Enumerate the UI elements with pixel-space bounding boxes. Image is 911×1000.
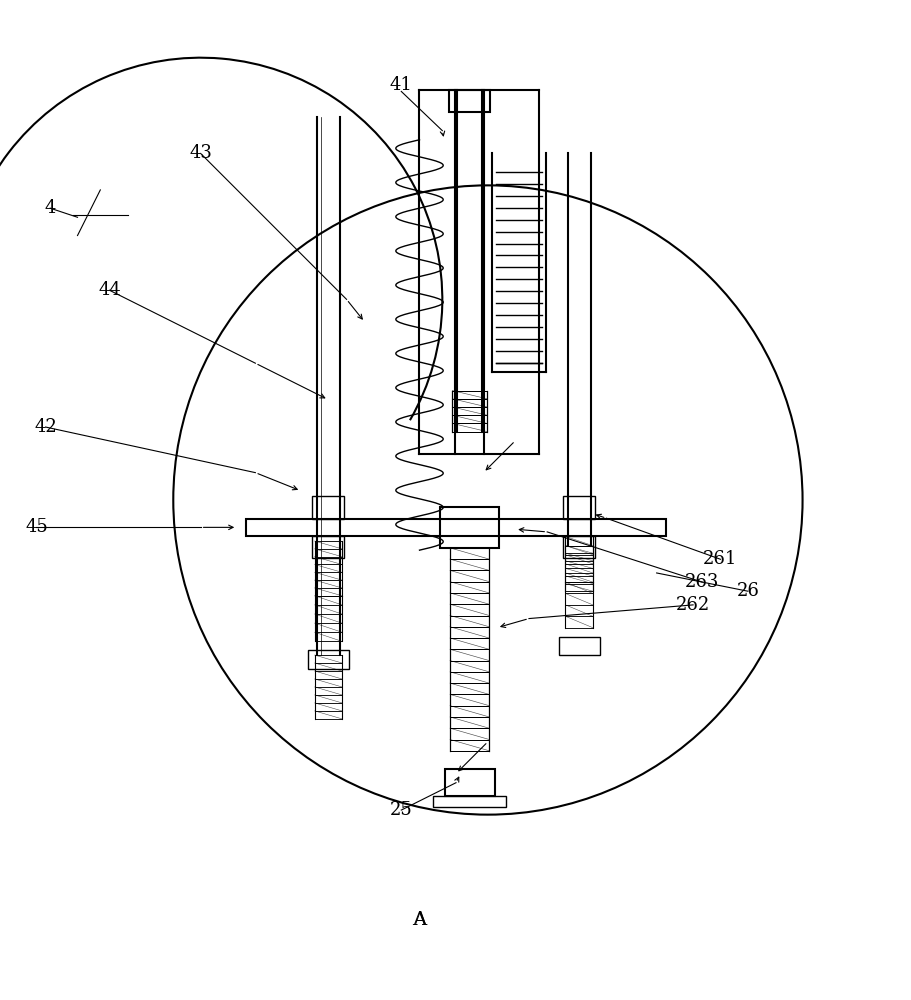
Text: 41: 41 (389, 76, 413, 94)
Text: 26: 26 (735, 582, 759, 600)
Text: A: A (413, 911, 425, 929)
Bar (246, 519, 665, 536)
Bar (444, 769, 494, 796)
Text: 263: 263 (684, 573, 719, 591)
Bar (439, 507, 499, 548)
Bar (448, 90, 489, 112)
Text: A: A (412, 911, 426, 929)
Text: 25: 25 (390, 801, 412, 819)
Bar (307, 650, 348, 669)
Bar (562, 536, 594, 558)
Bar (312, 536, 343, 558)
Text: 261: 261 (702, 550, 737, 568)
Bar (558, 637, 599, 655)
Text: 45: 45 (26, 518, 47, 536)
Text: 44: 44 (98, 281, 120, 299)
Text: 42: 42 (35, 418, 56, 436)
Bar (562, 496, 594, 519)
Bar (312, 496, 343, 519)
Bar (433, 796, 506, 807)
Text: 43: 43 (189, 144, 212, 162)
Text: 4: 4 (45, 199, 56, 217)
Text: 262: 262 (675, 596, 710, 614)
